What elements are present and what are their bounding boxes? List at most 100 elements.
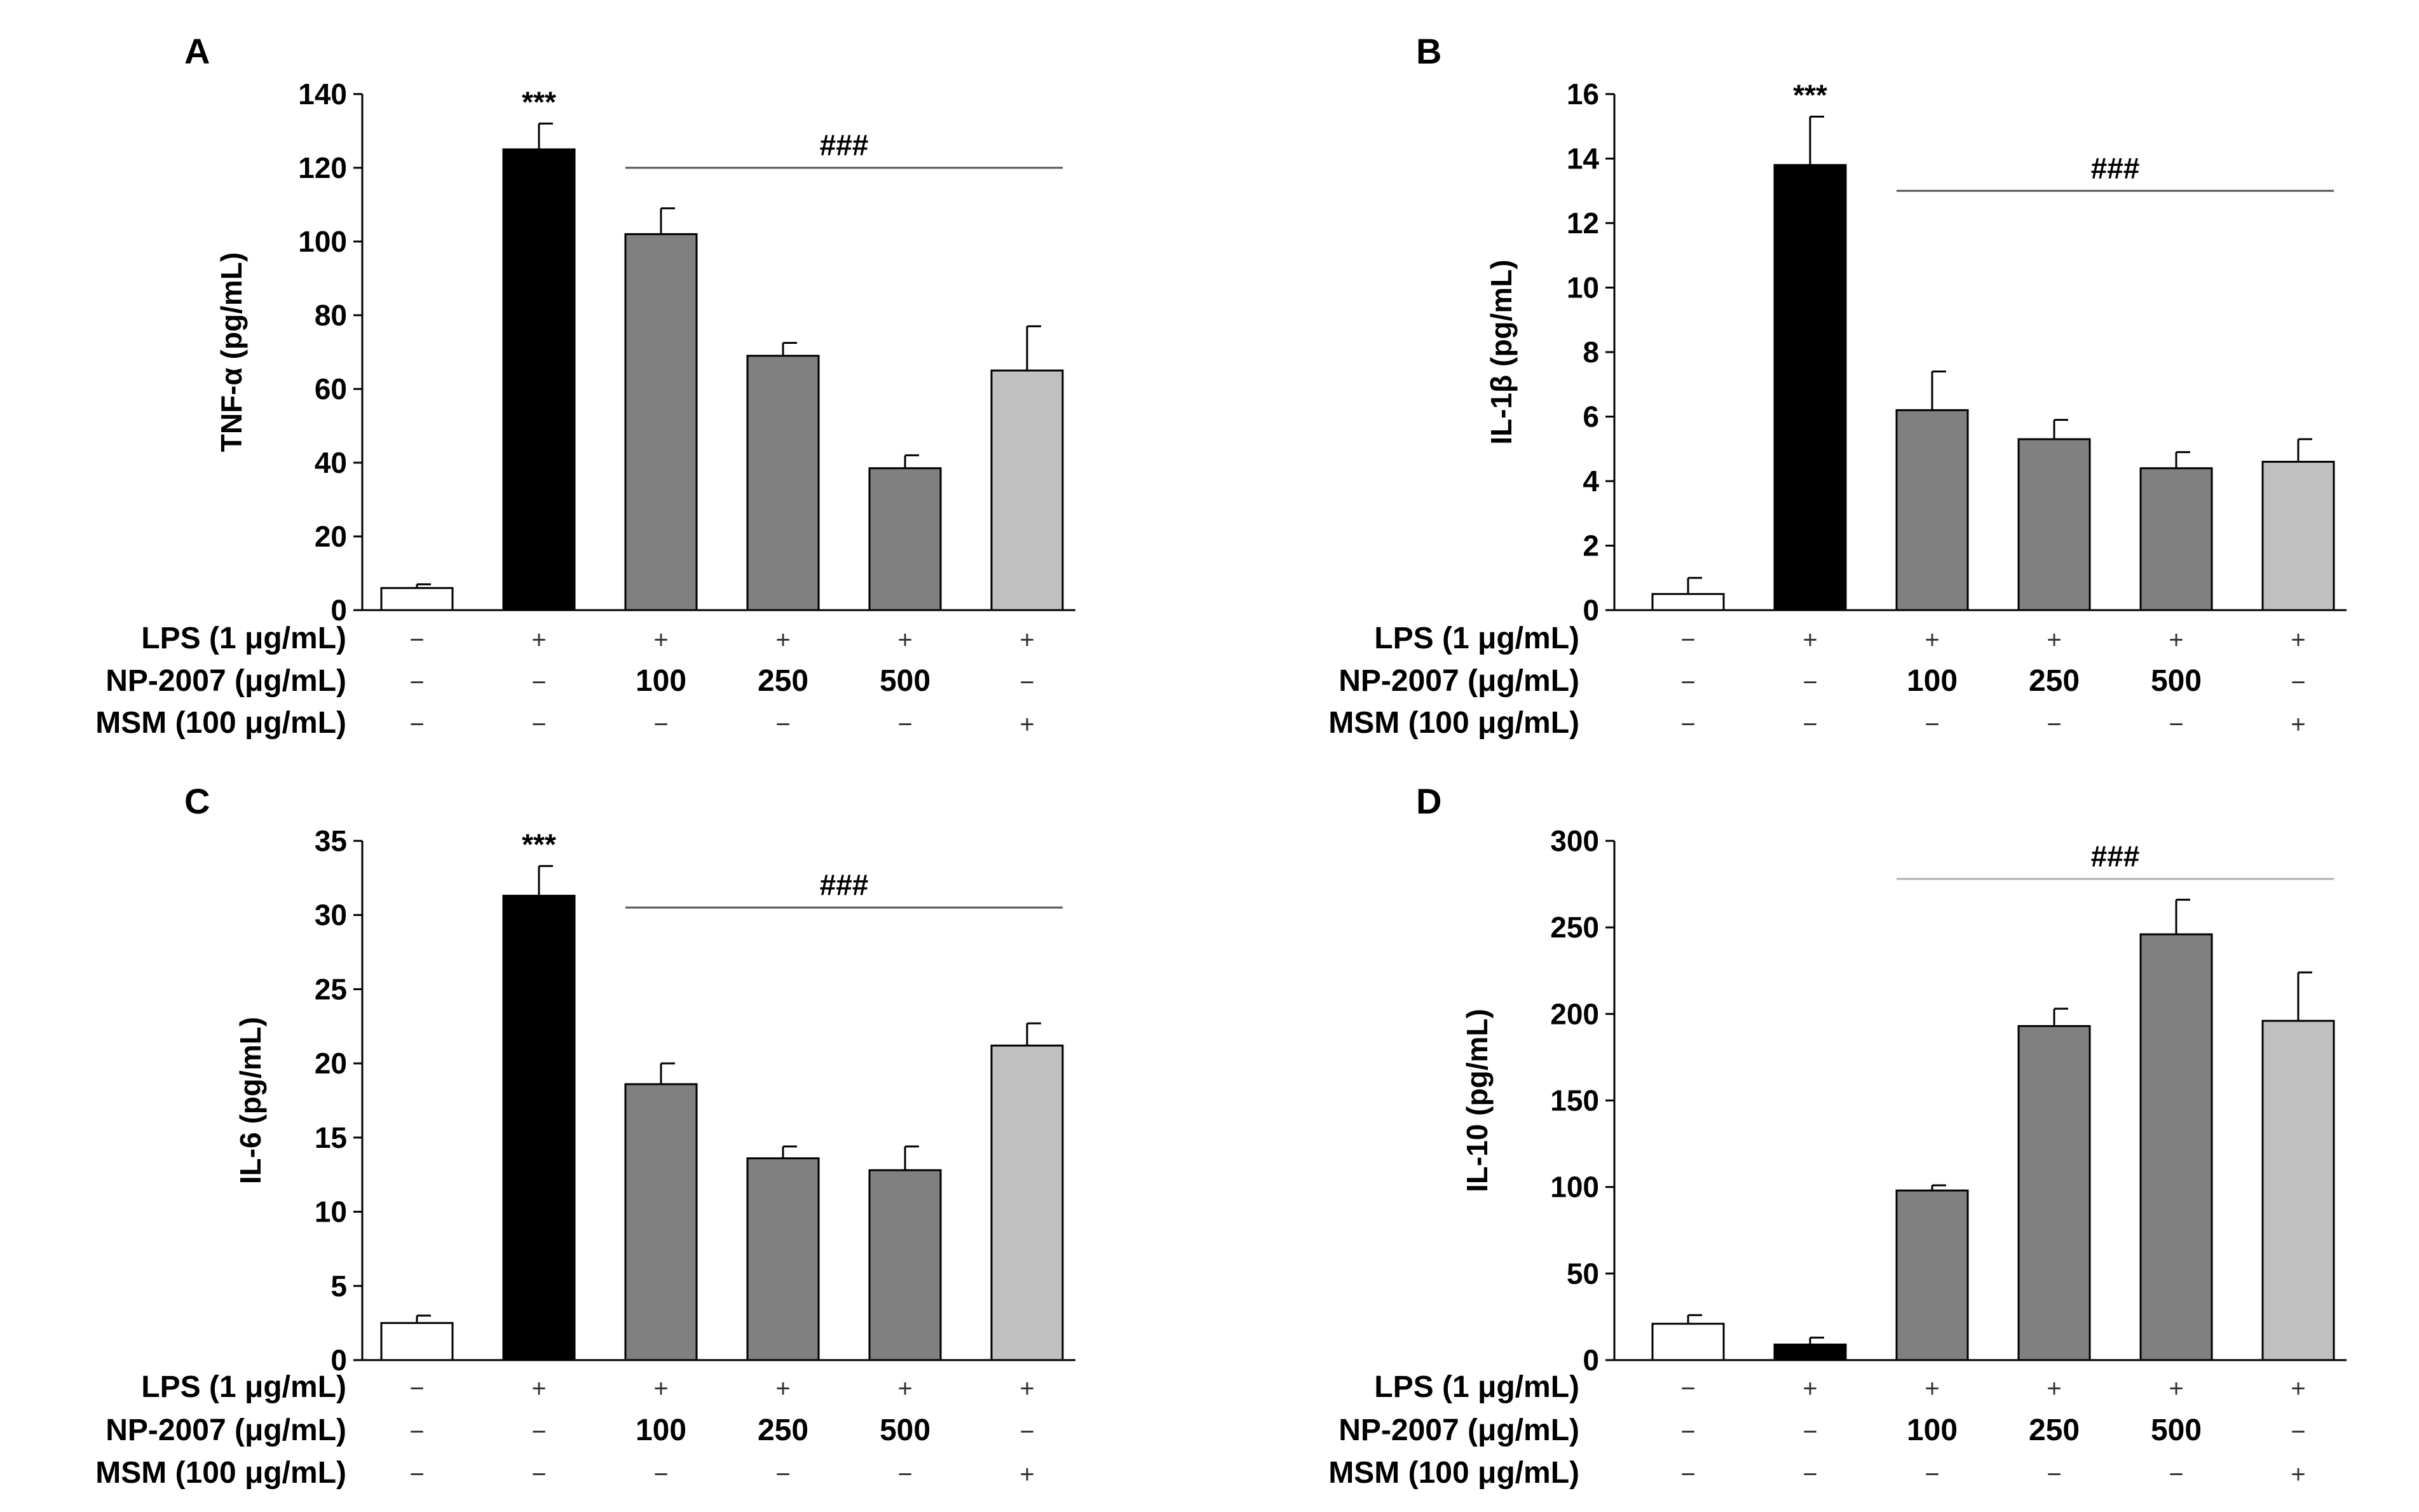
condition-label: LPS (1 μg/mL) (141, 622, 346, 655)
bracket-label: ### (820, 128, 869, 161)
condition-value: + (653, 1375, 668, 1403)
y-tick-label: 6 (1583, 400, 1599, 433)
y-tick-label: 0 (1583, 1344, 1599, 1377)
condition-value: − (409, 711, 424, 739)
y-tick-label: 30 (315, 899, 347, 932)
condition-label: MSM (100 μg/mL) (1328, 1456, 1579, 1490)
condition-value: 250 (758, 664, 808, 698)
condition-label: NP-2007 (μg/mL) (1339, 1413, 1579, 1447)
y-tick-label: 0 (1583, 594, 1599, 627)
y-tick-label: 14 (1567, 142, 1600, 175)
condition-value: − (2291, 669, 2305, 697)
y-tick-label: 15 (315, 1121, 347, 1154)
condition-value: + (2291, 711, 2305, 739)
condition-value: − (1019, 1418, 1034, 1446)
condition-value: + (2169, 626, 2183, 654)
bracket-label: ### (820, 868, 869, 901)
condition-value: + (1019, 711, 1034, 739)
condition-value: + (1019, 626, 1034, 654)
bar (380, 587, 454, 611)
condition-value: + (653, 626, 668, 654)
y-tick-label: 40 (315, 446, 347, 479)
y-tick-label: 300 (1550, 824, 1599, 857)
condition-value: + (531, 1375, 546, 1403)
bar (380, 1322, 454, 1361)
bar (502, 148, 576, 611)
condition-value: − (775, 1461, 790, 1488)
bar (1895, 1189, 1969, 1361)
bar (502, 894, 576, 1361)
y-tick-label: 200 (1550, 997, 1599, 1030)
condition-value: − (2169, 711, 2183, 739)
panel-letter: D (1416, 781, 1441, 821)
condition-value: − (2169, 1461, 2183, 1488)
condition-value: + (2291, 1375, 2305, 1403)
panel-letter: A (184, 31, 210, 71)
y-tick-label: 25 (315, 972, 347, 1005)
y-tick-label: 50 (1567, 1257, 1599, 1290)
condition-value: − (409, 1418, 424, 1446)
bar (2261, 461, 2335, 611)
condition-value: − (531, 1461, 546, 1488)
condition-value: − (1802, 669, 1817, 697)
condition-value: + (1802, 1375, 1817, 1403)
bracket-label: ### (2091, 151, 2140, 184)
panel-letter: C (184, 781, 210, 821)
y-tick-label: 4 (1583, 465, 1599, 498)
panel-d: D 0 50 100 150 200 250 300 IL-10 (pg/mL) ### LPS (… (1328, 781, 2347, 1490)
bar (1651, 1323, 1725, 1361)
y-tick-label: 35 (315, 824, 347, 857)
bar (624, 1083, 698, 1361)
condition-value: 100 (636, 1413, 686, 1447)
bar (1773, 164, 1847, 611)
condition-value: + (531, 626, 546, 654)
condition-value: − (897, 1461, 912, 1488)
y-tick-label: 20 (315, 1047, 347, 1080)
condition-value: − (1802, 711, 1817, 739)
bar (868, 467, 942, 611)
condition-value: − (409, 1461, 424, 1488)
condition-value: − (1019, 669, 1034, 697)
y-tick-label: 16 (1567, 78, 1599, 111)
condition-value: − (1802, 1418, 1817, 1446)
bracket-label: ### (2091, 840, 2140, 873)
condition-value: − (653, 711, 668, 739)
condition-value: + (2047, 626, 2061, 654)
bar (746, 355, 820, 611)
condition-value: + (2291, 1461, 2305, 1488)
condition-value: 500 (2151, 664, 2202, 698)
condition-value: + (2169, 1375, 2183, 1403)
y-tick-label: 5 (330, 1269, 347, 1302)
condition-value: + (2047, 1375, 2061, 1403)
y-tick-label: 100 (1550, 1171, 1599, 1204)
panel-letter: B (1416, 31, 1441, 71)
condition-label: LPS (1 μg/mL) (141, 1370, 346, 1404)
y-axis-label: TNF-α (pg/mL) (215, 252, 248, 452)
significance-mark: *** (1793, 79, 1827, 112)
y-tick-label: 2 (1583, 529, 1599, 562)
condition-value: − (1802, 1461, 1817, 1488)
condition-value: + (2291, 626, 2305, 654)
condition-value: − (531, 669, 546, 697)
y-tick-label: 12 (1567, 207, 1599, 240)
y-tick-label: 250 (1550, 911, 1599, 944)
condition-value: − (653, 1461, 668, 1488)
condition-value: − (775, 711, 790, 739)
condition-value: 100 (1907, 664, 1958, 698)
condition-label: NP-2007 (μg/mL) (106, 1413, 346, 1447)
condition-label: LPS (1 μg/mL) (1374, 622, 1579, 655)
condition-value: − (1680, 1418, 1695, 1446)
condition-value: 500 (2151, 1413, 2202, 1447)
condition-value: + (897, 626, 912, 654)
condition-value: − (1680, 1375, 1695, 1403)
y-tick-label: 10 (315, 1195, 347, 1229)
y-tick-label: 0 (330, 1344, 347, 1377)
condition-value: − (1680, 1461, 1695, 1488)
condition-value: − (1680, 711, 1695, 739)
y-axis-label: IL-1β (pg/mL) (1485, 259, 1518, 444)
condition-value: + (1802, 626, 1817, 654)
condition-value: + (1925, 1375, 1939, 1403)
y-axis-label: IL-10 (pg/mL) (1461, 1009, 1494, 1192)
bar (2017, 438, 2091, 611)
condition-label: LPS (1 μg/mL) (1374, 1370, 1579, 1404)
